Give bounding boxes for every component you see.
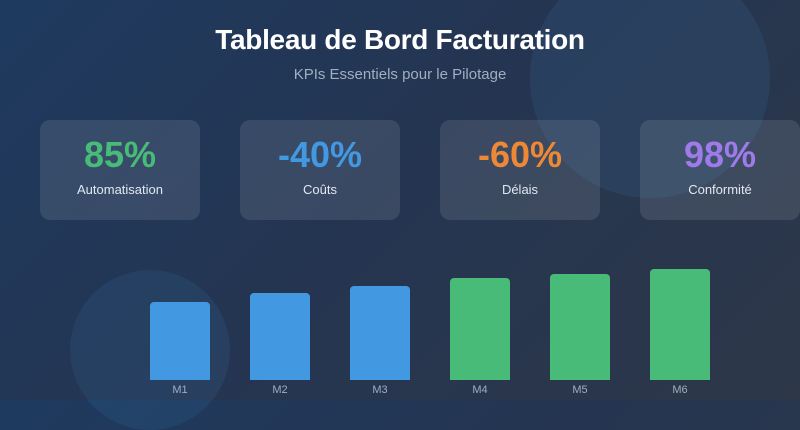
kpi-label: Coûts bbox=[303, 182, 337, 197]
page-title: Tableau de Bord Facturation bbox=[215, 24, 585, 55]
x-axis-label: M1 bbox=[172, 384, 188, 396]
page-subtitle: KPIs Essentiels pour le Pilotage bbox=[293, 66, 507, 83]
kpi-value: -60% bbox=[477, 134, 563, 175]
chart-bar bbox=[550, 274, 610, 380]
chart-bar bbox=[250, 293, 310, 380]
x-axis-label: M3 bbox=[372, 384, 388, 396]
kpi-card-couts: -40% Coûts bbox=[240, 120, 400, 220]
x-axis-label: M4 bbox=[472, 384, 488, 396]
chart-bar bbox=[650, 269, 710, 380]
x-axis-label: M5 bbox=[572, 384, 588, 396]
x-axis-label: M2 bbox=[272, 384, 288, 396]
decorative-circle-large bbox=[530, 0, 770, 198]
kpi-card-delais: -60% Délais bbox=[440, 120, 600, 220]
kpi-label: Automatisation bbox=[77, 182, 163, 197]
kpi-card-automatisation: 85% Automatisation bbox=[40, 120, 200, 220]
chart-bar bbox=[350, 286, 410, 380]
x-axis-label: M6 bbox=[672, 384, 688, 396]
kpi-value: -40% bbox=[277, 134, 363, 175]
kpi-value: 98% bbox=[683, 134, 757, 175]
kpi-label: Délais bbox=[501, 182, 539, 197]
chart-bar bbox=[450, 278, 510, 380]
kpi-card-conformite: 98% Conformité bbox=[640, 120, 800, 220]
chart-bar bbox=[150, 302, 210, 380]
kpi-value: 85% bbox=[83, 134, 157, 175]
kpi-label: Conformité bbox=[688, 182, 752, 197]
